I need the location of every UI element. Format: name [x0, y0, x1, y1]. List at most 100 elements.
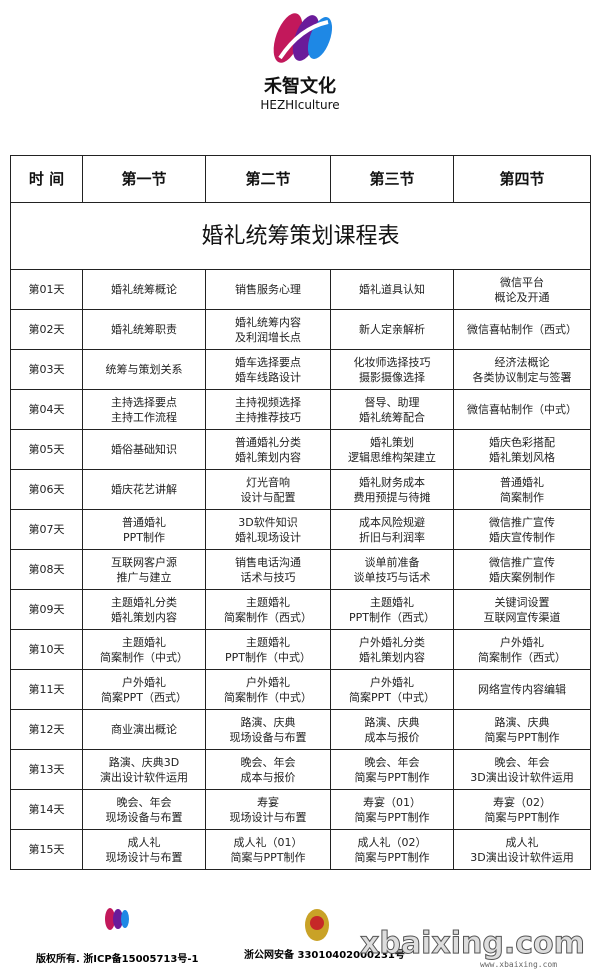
cell-line: 简案制作（西式）	[224, 610, 312, 624]
cell-line: 简案PPT（中式）	[349, 690, 435, 704]
cell-line: 简案PPT（西式）	[101, 690, 187, 704]
cell-line: 婚庆花艺讲解	[111, 483, 177, 496]
table-row: 第09天 主题婚礼分类 婚礼策划内容 主题婚礼 简案制作（西式） 主题婚礼 PPT制作（西式…	[10, 589, 591, 630]
cell-line: 主持推荐技巧	[235, 410, 301, 424]
lesson-cell: 寿宴（02） 简案与PPT制作	[453, 789, 591, 830]
cell-line: 寿宴	[257, 795, 279, 809]
cell-line: 成本与报价	[364, 730, 420, 744]
lesson-cell: 户外婚礼 简案制作（西式）	[453, 629, 591, 670]
cell-line: 话术与技巧	[240, 570, 296, 584]
cell-line: 及利润增长点	[235, 330, 301, 344]
lesson-cell: 网络宣传内容编辑	[453, 669, 591, 710]
cell-line: 各类协议制定与签署	[472, 370, 572, 384]
lesson-cell: 婚礼财务成本 费用预提与待摊	[330, 469, 454, 510]
cell-line: 主题婚礼	[370, 595, 414, 609]
lesson-cell: 路演、庆典 简案与PPT制作	[453, 709, 591, 750]
lesson-cell: 晚会、年会 3D演出设计软件运用	[453, 749, 591, 790]
lesson-cell: 灯光音响 设计与配置	[205, 469, 331, 510]
cell-line: 谈单技巧与话术	[353, 570, 431, 584]
cell-line: 婚礼道具认知	[359, 283, 425, 296]
lesson-cell: 寿宴（01） 简案与PPT制作	[330, 789, 454, 830]
cell-line: 摄影摄像选择	[359, 370, 425, 384]
day-cell: 第06天	[10, 469, 83, 510]
cell-line: 销售电话沟通	[235, 555, 301, 569]
cell-line: 第05天	[28, 443, 65, 456]
day-cell: 第01天	[10, 269, 83, 310]
cell-line: PPT制作（西式）	[349, 610, 435, 624]
table-row: 第14天 晚会、年会 现场设备与布置 寿宴 现场设计与布置 寿宴（01） 简案与PPT制作寿…	[10, 789, 591, 830]
lesson-cell: 婚礼统筹概论	[82, 269, 206, 310]
cell-line: PPT制作（中式）	[225, 650, 311, 664]
lesson-cell: 主题婚礼 简案制作（中式）	[82, 629, 206, 670]
cell-line: 统筹与策划关系	[105, 363, 183, 376]
lesson-cell: 婚礼策划 逻辑思维构架建立	[330, 429, 454, 470]
cell-line: 户外婚礼	[246, 675, 290, 689]
cell-line: 婚礼策划风格	[489, 450, 555, 464]
lesson-cell: 主题婚礼 PPT制作（中式）	[205, 629, 331, 670]
lesson-cell: 互联网客户源 推广与建立	[82, 549, 206, 590]
cell-line: 3D演出设计软件运用	[470, 770, 574, 784]
cell-line: 婚俗基础知识	[111, 443, 177, 456]
cell-line: 婚车选择要点	[235, 355, 301, 369]
cell-line: 简案制作（西式）	[478, 650, 566, 664]
table-row: 第07天 普通婚礼 PPT制作 3D软件知识 婚礼现场设计 成本风险规避 折旧与利润率 微信推…	[10, 509, 591, 550]
cell-line: 普通婚礼	[122, 515, 166, 529]
cell-line: 路演、庆典	[494, 715, 550, 729]
day-cell: 第10天	[10, 629, 83, 670]
cell-line: 主持选择要点	[111, 395, 177, 409]
cell-line: 主题婚礼	[246, 635, 290, 649]
cell-line: 第07天	[28, 523, 65, 536]
cell-line: 晚会、年会	[364, 755, 420, 769]
lesson-cell: 婚俗基础知识	[82, 429, 206, 470]
cell-line: 第03天	[28, 363, 65, 376]
cell-line: 婚庆宣传制作	[489, 530, 555, 544]
copyright-text: 版权所有. 浙ICP备15005713号-1	[36, 954, 199, 965]
table-row: 第13天 路演、庆典3D 演出设计软件运用 晚会、年会 成本与报价 晚会、年会 简案与PPT…	[10, 749, 591, 790]
cell-line: 路演、庆典3D	[108, 755, 180, 769]
lesson-cell: 成人礼 3D演出设计软件运用	[453, 829, 591, 870]
lesson-cell: 主持视频选择 主持推荐技巧	[205, 389, 331, 430]
cell-line: 简案与PPT制作	[484, 730, 560, 744]
lesson-cell: 主持选择要点 主持工作流程	[82, 389, 206, 430]
lesson-cell: 督导、助理 婚礼统筹配合	[330, 389, 454, 430]
cell-line: 简案与PPT制作	[484, 810, 560, 824]
watermark: xbaixing.com	[360, 926, 586, 962]
table-row: 第03天 统筹与策划关系 婚车选择要点 婚车线路设计 化妆师选择技巧 摄影摄像选择 经济法概…	[10, 349, 591, 390]
cell-line: 婚礼策划内容	[359, 650, 425, 664]
cell-line: 第14天	[28, 803, 65, 816]
table-row: 第05天 婚俗基础知识 普通婚礼分类 婚礼策划内容 婚礼策划 逻辑思维构架建立 婚庆色彩搭配…	[10, 429, 591, 470]
cell-line: 3D软件知识	[238, 515, 298, 529]
cell-line: 新人定亲解析	[359, 323, 425, 336]
logo-mark-icon	[266, 8, 334, 68]
day-cell: 第14天	[10, 789, 83, 830]
cell-line: 微信推广宣传	[489, 555, 555, 569]
schedule-table: 婚礼统筹策划课程表 时 间第一节 第二节 第三节 第四节 第01天 婚礼统筹概论 销售服务…	[10, 155, 591, 870]
day-cell: 第04天	[10, 389, 83, 430]
lesson-cell: 婚庆花艺讲解	[82, 469, 206, 510]
cell-line: 成本风险规避	[359, 515, 425, 529]
cell-line: 费用预提与待摊	[353, 490, 431, 504]
cell-line: 现场设计与布置	[105, 850, 183, 864]
cell-line: 主题婚礼	[246, 595, 290, 609]
cell-line: 成人礼	[505, 835, 539, 849]
lesson-cell: 谈单前准备 谈单技巧与话术	[330, 549, 454, 590]
cell-line: 成人礼（02）	[357, 835, 427, 849]
cell-line: 户外婚礼	[122, 675, 166, 689]
lesson-cell: 微信喜帖制作（西式）	[453, 309, 591, 350]
watermark-url: www.xbaixing.com	[480, 960, 558, 969]
lesson-cell: 户外婚礼分类 婚礼策划内容	[330, 629, 454, 670]
cell-line: 户外婚礼分类	[359, 635, 425, 649]
cell-line: 婚礼统筹配合	[359, 410, 425, 424]
cell-line: 现场设备与布置	[229, 730, 307, 744]
lesson-cell: 婚礼道具认知	[330, 269, 454, 310]
lesson-cell: 婚庆色彩搭配 婚礼策划风格	[453, 429, 591, 470]
cell-line: 路演、庆典	[240, 715, 296, 729]
cell-line: 婚礼现场设计	[235, 530, 301, 544]
cell-line: 户外婚礼	[500, 635, 544, 649]
lesson-cell: 婚礼统筹职责	[82, 309, 206, 350]
lesson-cell: 微信推广宣传 婚庆宣传制作	[453, 509, 591, 550]
cell-line: 寿宴（02）	[493, 795, 551, 809]
lesson-cell: 婚车选择要点 婚车线路设计	[205, 349, 331, 390]
cell-line: 成人礼（01）	[233, 835, 303, 849]
police-record-text: 浙公网安备 33010402000231号	[244, 950, 405, 961]
